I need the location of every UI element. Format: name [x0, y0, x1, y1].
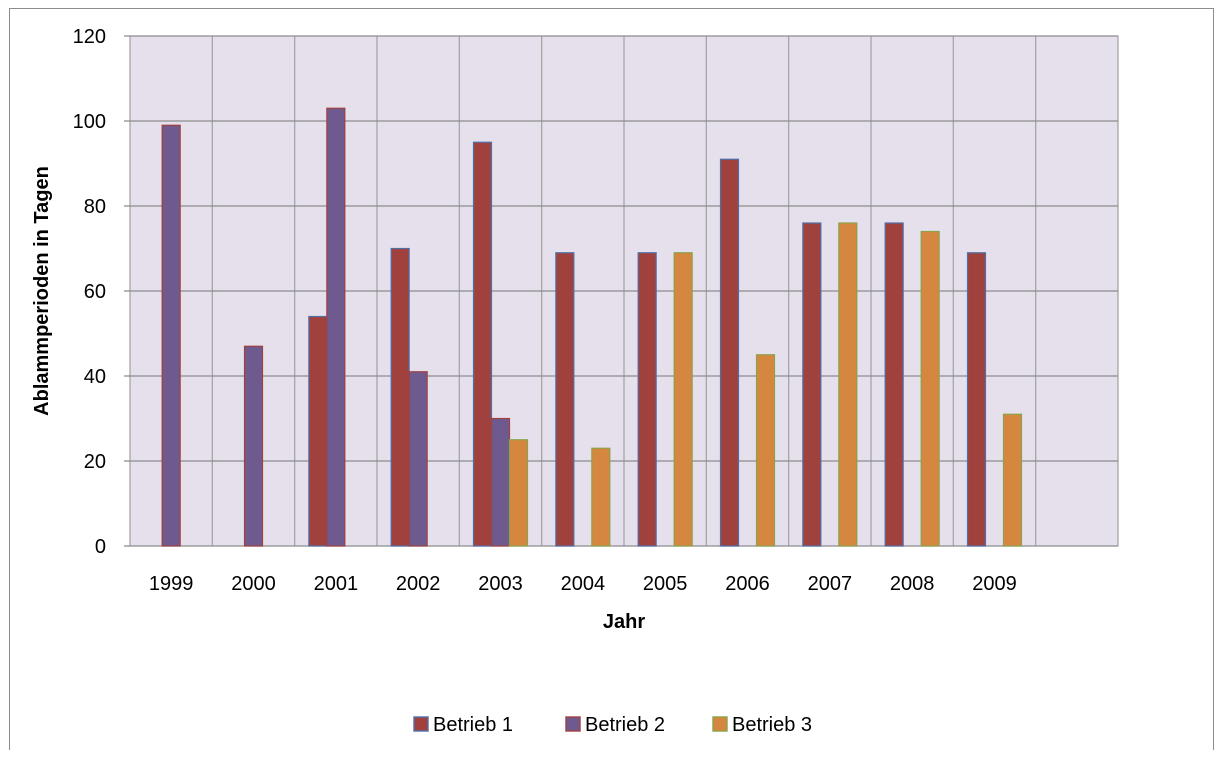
- x-tick-label: 2003: [478, 573, 523, 595]
- x-tick-label: 2008: [890, 573, 935, 595]
- x-tick-label: 2009: [972, 573, 1017, 595]
- legend-label: Betrieb 3: [732, 714, 812, 736]
- y-tick-label: 20: [84, 451, 106, 473]
- x-tick-label: 1999: [149, 573, 194, 595]
- legend: Betrieb 1 Betrieb 2 Betrieb 3: [413, 714, 812, 736]
- bar-betrieb-2-2000: [243, 345, 264, 547]
- y-tick-label: 0: [95, 536, 106, 558]
- bar-betrieb-1-2007: [802, 222, 822, 547]
- bar-betrieb-1-2005: [637, 252, 657, 547]
- bar-betrieb-1-2006: [719, 158, 740, 547]
- bar-betrieb-3-2006: [755, 354, 776, 547]
- x-tick-label: 2000: [231, 573, 276, 595]
- y-tick-label: 60: [84, 281, 106, 303]
- legend-marker-betrieb-1: [413, 716, 429, 732]
- y-tick-label: 100: [73, 111, 106, 133]
- bar-betrieb-1-2004: [555, 252, 575, 547]
- bar-betrieb-1-2002: [390, 247, 410, 547]
- legend-marker-betrieb-2: [565, 716, 581, 732]
- x-tick-label: 2001: [314, 573, 359, 595]
- bar-betrieb-3-2007: [838, 222, 858, 547]
- bar-betrieb-1-2009: [966, 252, 987, 547]
- bar-betrieb-3-2004: [591, 447, 611, 547]
- horizontal-gridlines: [124, 35, 1118, 547]
- bar-betrieb-2-1999: [161, 124, 181, 547]
- y-axis-title: Ablammperioden in Tagen: [31, 166, 53, 416]
- bar-betrieb-1-2008: [884, 222, 904, 547]
- bar-betrieb-3-2005: [673, 252, 693, 547]
- y-tick-labels: 0 20 40 60 80 100 120: [73, 26, 106, 558]
- legend-label: Betrieb 1: [433, 714, 513, 736]
- x-axis-title: Jahr: [603, 611, 645, 633]
- bar-betrieb-3-2003: [508, 439, 529, 547]
- bar-betrieb-2-2001: [326, 107, 346, 547]
- legend-marker-betrieb-3: [712, 716, 728, 732]
- bar-betrieb-3-2008: [920, 230, 940, 547]
- bar-betrieb-2-2002: [408, 371, 428, 547]
- x-tick-label: 2002: [396, 573, 441, 595]
- bar-betrieb-1-2001: [308, 315, 328, 547]
- y-tick-label: 120: [73, 26, 106, 48]
- bar-betrieb-2-2003: [490, 417, 511, 547]
- bar-betrieb-3-2009: [1002, 413, 1023, 547]
- x-tick-label: 2007: [808, 573, 853, 595]
- legend-label: Betrieb 2: [585, 714, 665, 736]
- x-tick-label: 2006: [725, 573, 770, 595]
- bar-betrieb-1-2003: [472, 141, 493, 547]
- bars: [161, 107, 1023, 547]
- y-tick-label: 40: [84, 366, 106, 388]
- x-tick-label: 2005: [643, 573, 688, 595]
- x-tick-label: 2004: [561, 573, 606, 595]
- y-tick-label: 80: [84, 196, 106, 218]
- x-tick-labels: 1999 2000 2001 2002 2003 2004 2005 2006 2007 2008…: [149, 573, 1017, 595]
